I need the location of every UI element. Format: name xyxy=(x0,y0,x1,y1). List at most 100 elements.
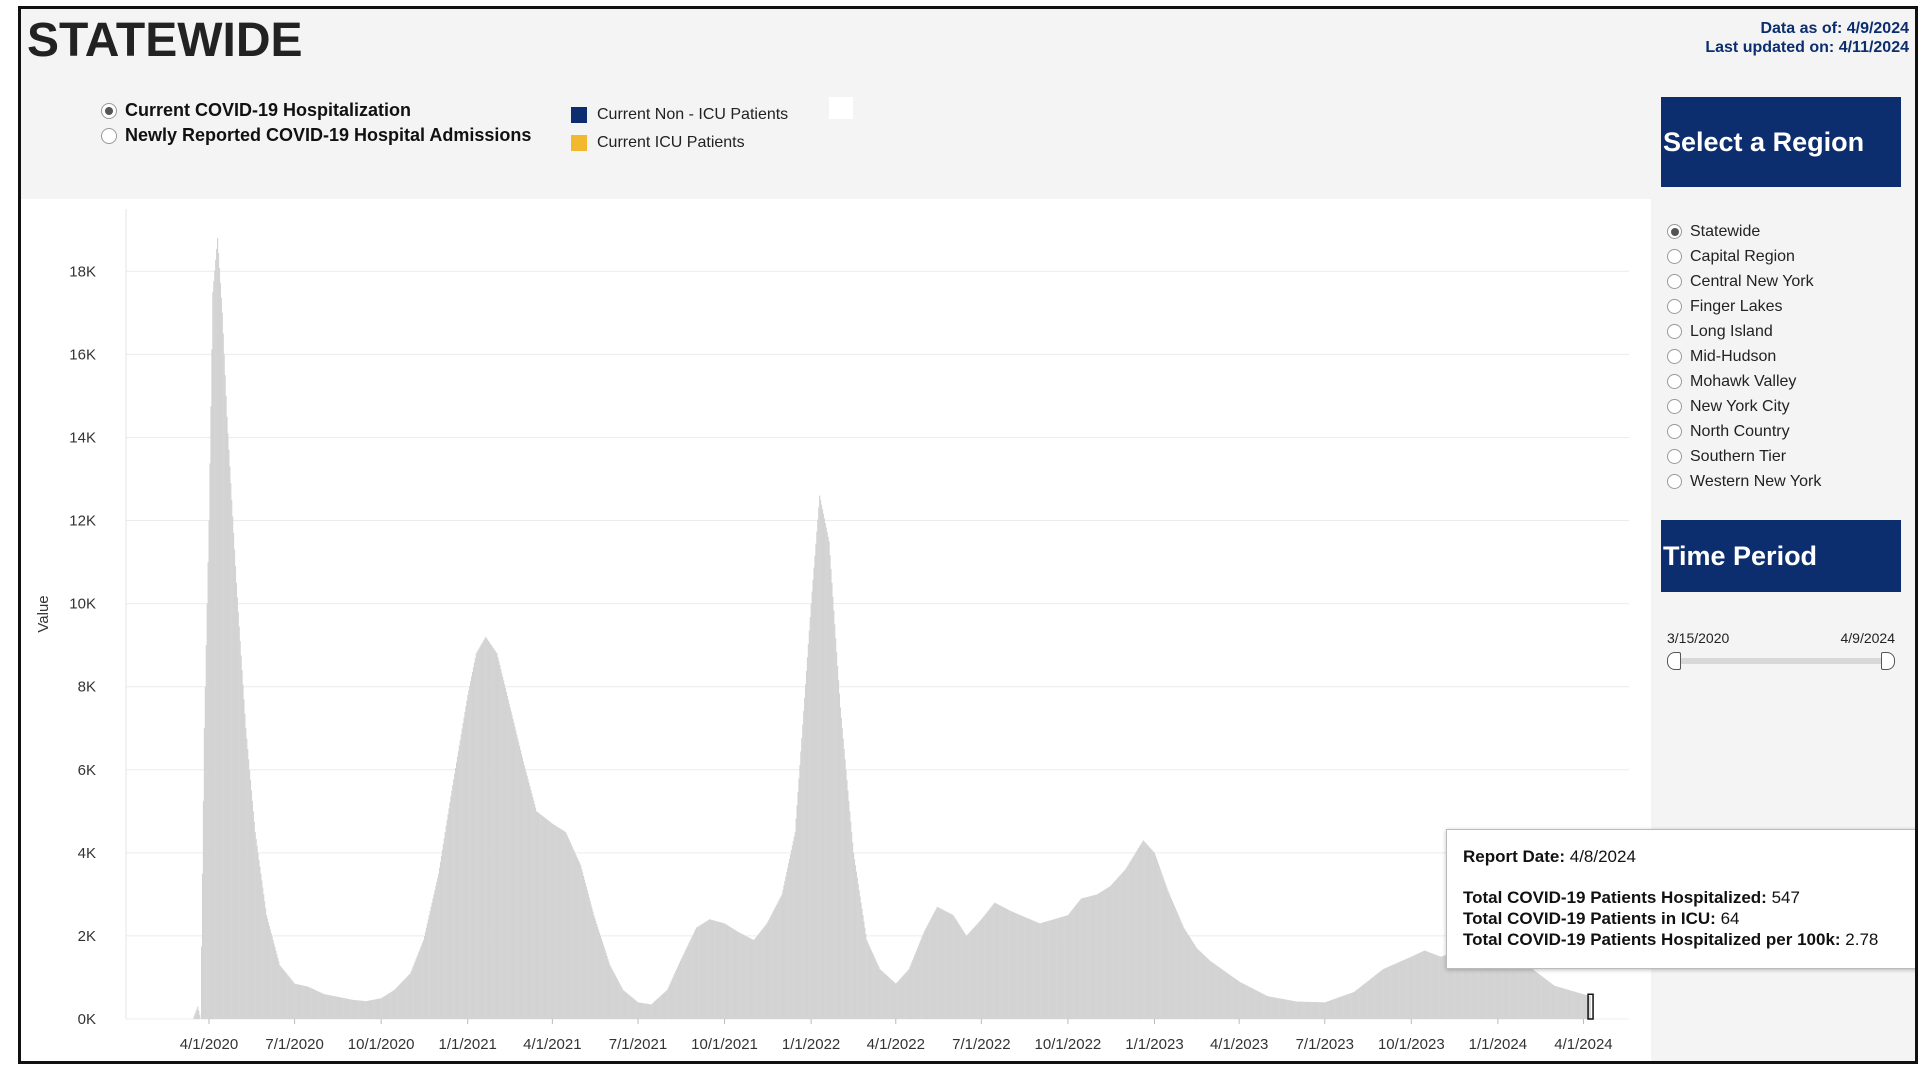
chart-bar[interactable] xyxy=(1256,990,1258,1019)
chart-bar[interactable] xyxy=(930,919,932,1019)
chart-bar[interactable] xyxy=(605,953,607,1019)
chart-bar[interactable] xyxy=(209,463,211,1019)
chart-bar[interactable] xyxy=(698,925,700,1019)
chart-bar[interactable] xyxy=(1146,844,1148,1019)
chart-bar[interactable] xyxy=(1272,997,1274,1019)
chart-bar[interactable] xyxy=(1210,961,1212,1019)
chart-bar[interactable] xyxy=(849,811,851,1019)
chart-bar[interactable] xyxy=(1218,967,1221,1019)
chart-bar[interactable] xyxy=(384,995,386,1019)
chart-bar[interactable] xyxy=(743,935,746,1019)
chart-bar[interactable] xyxy=(1132,857,1134,1019)
chart-bar[interactable] xyxy=(1391,965,1393,1019)
chart-bar[interactable] xyxy=(328,995,331,1019)
chart-bar[interactable] xyxy=(335,996,337,1019)
chart-bar[interactable] xyxy=(244,713,246,1019)
chart-bar[interactable] xyxy=(1217,966,1219,1019)
chart-bar[interactable] xyxy=(1179,918,1181,1019)
chart-bar[interactable] xyxy=(693,933,695,1019)
chart-bar[interactable] xyxy=(199,1014,201,1019)
chart-bar[interactable] xyxy=(614,973,616,1019)
chart-bar[interactable] xyxy=(396,986,398,1019)
chart-bar[interactable] xyxy=(424,931,427,1019)
chart-bar[interactable] xyxy=(1549,982,1551,1019)
chart-bar[interactable] xyxy=(884,973,886,1019)
chart-bar[interactable] xyxy=(1559,987,1561,1019)
chart-bar[interactable] xyxy=(577,859,579,1019)
chart-bar[interactable] xyxy=(1403,960,1405,1019)
chart-bar[interactable] xyxy=(758,932,761,1019)
chart-bar[interactable] xyxy=(1213,963,1215,1019)
chart-bar[interactable] xyxy=(421,944,423,1019)
chart-bar[interactable] xyxy=(213,281,215,1019)
chart-bar[interactable] xyxy=(641,1002,643,1019)
chart-bar[interactable] xyxy=(569,842,571,1019)
chart-bar[interactable] xyxy=(700,924,702,1019)
chart-bar[interactable] xyxy=(847,790,849,1019)
chart-bar[interactable] xyxy=(1423,950,1425,1019)
chart-bar[interactable] xyxy=(410,970,412,1019)
chart-bar[interactable] xyxy=(1217,966,1220,1019)
chart-bar[interactable] xyxy=(1580,993,1582,1019)
chart-bar[interactable] xyxy=(1107,887,1110,1019)
chart-bar[interactable] xyxy=(947,912,950,1019)
chart-bar[interactable] xyxy=(284,972,286,1019)
chart-bar[interactable] xyxy=(445,826,447,1019)
chart-bar[interactable] xyxy=(581,868,583,1019)
chart-bar[interactable] xyxy=(1175,910,1177,1019)
chart-bar[interactable] xyxy=(1421,951,1423,1019)
chart-bar[interactable] xyxy=(872,954,874,1019)
chart-bar[interactable] xyxy=(1575,992,1577,1019)
chart-bar[interactable] xyxy=(1166,887,1168,1019)
chart-bar[interactable] xyxy=(438,873,440,1019)
chart-bar[interactable] xyxy=(1185,932,1188,1019)
chart-bar[interactable] xyxy=(697,926,699,1019)
chart-bar[interactable] xyxy=(836,652,838,1019)
chart-bar[interactable] xyxy=(540,814,542,1019)
chart-bar[interactable] xyxy=(1155,858,1158,1019)
chart-bar[interactable] xyxy=(1287,999,1289,1019)
chart-bar[interactable] xyxy=(1585,995,1588,1019)
chart-bar[interactable] xyxy=(503,684,506,1019)
chart-bar[interactable] xyxy=(1233,978,1236,1019)
chart-bar[interactable] xyxy=(1432,953,1434,1019)
chart-bar[interactable] xyxy=(404,979,406,1019)
chart-bar[interactable] xyxy=(976,924,978,1020)
chart-bar[interactable] xyxy=(1408,957,1410,1019)
chart-bar[interactable] xyxy=(514,726,516,1019)
chart-bar[interactable] xyxy=(1206,958,1208,1019)
chart-bar[interactable] xyxy=(513,722,515,1019)
chart-bar[interactable] xyxy=(922,934,924,1019)
chart-bar[interactable] xyxy=(280,967,283,1019)
chart-bar[interactable] xyxy=(1471,947,1474,1019)
chart-bar[interactable] xyxy=(1177,914,1179,1019)
chart-bar[interactable] xyxy=(1027,918,1029,1019)
chart-bar[interactable] xyxy=(964,934,967,1019)
chart-bar[interactable] xyxy=(260,873,262,1019)
chart-bar[interactable] xyxy=(923,931,925,1019)
chart-bar[interactable] xyxy=(1011,911,1013,1019)
chart-bar[interactable] xyxy=(1121,873,1123,1019)
chart-bar[interactable] xyxy=(1535,971,1537,1019)
chart-bar[interactable] xyxy=(502,680,505,1019)
chart-bar[interactable] xyxy=(751,939,753,1019)
chart-bar[interactable] xyxy=(608,962,610,1019)
legend-item-non-icu[interactable]: Current Non - ICU Patients xyxy=(571,101,788,129)
chart-bar[interactable] xyxy=(1532,969,1534,1019)
chart-bar[interactable] xyxy=(1519,959,1521,1019)
chart-bar[interactable] xyxy=(1243,984,1245,1019)
chart-bar[interactable] xyxy=(389,992,391,1019)
chart-bar[interactable] xyxy=(552,824,555,1019)
chart-bar[interactable] xyxy=(1050,920,1052,1019)
chart-bar[interactable] xyxy=(1088,896,1090,1019)
chart-bar[interactable] xyxy=(455,768,457,1019)
chart-bar[interactable] xyxy=(240,655,242,1019)
chart-bar[interactable] xyxy=(1343,995,1345,1019)
chart-bar[interactable] xyxy=(1016,913,1018,1019)
chart-bar[interactable] xyxy=(210,406,212,1019)
chart-bar[interactable] xyxy=(338,997,340,1019)
chart-bar[interactable] xyxy=(985,913,987,1019)
chart-bar[interactable] xyxy=(719,922,721,1019)
chart-bar[interactable] xyxy=(442,843,444,1019)
chart-bar[interactable] xyxy=(268,925,270,1019)
